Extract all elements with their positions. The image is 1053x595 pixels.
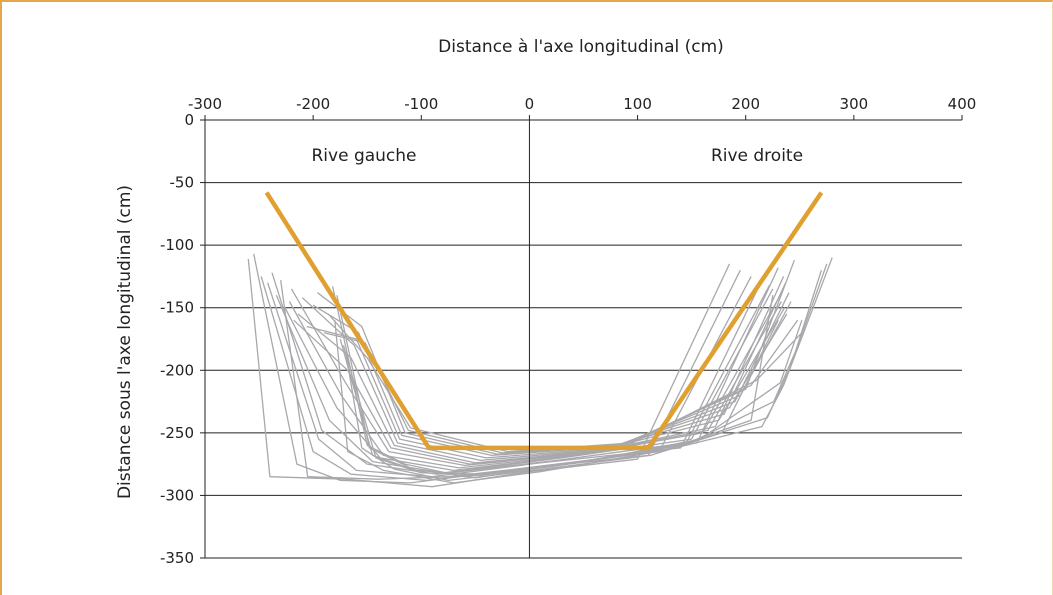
y-tick-label: -200 (160, 361, 194, 379)
measured-profile-line (301, 297, 788, 462)
measured-profile-line (306, 292, 790, 459)
x-tick-label: 200 (731, 95, 760, 113)
x-axis-title: Distance à l'axe longitudinal (cm) (438, 37, 724, 57)
y-tick-label: -250 (160, 424, 194, 442)
template-profile (264, 191, 824, 451)
y-tick-label: -150 (160, 299, 194, 317)
measured-profiles (247, 253, 833, 488)
x-tick-label: 100 (623, 95, 652, 113)
measured-profile-line (342, 319, 803, 475)
measured-profile-line (290, 276, 785, 467)
annotation-rive-gauche: Rive gauche (311, 146, 416, 166)
x-tick-label: 0 (525, 95, 535, 113)
measured-profile-line (247, 258, 731, 488)
y-tick-label: 0 (184, 111, 194, 129)
template-profile-line (264, 191, 824, 451)
y-tick-label: -50 (170, 174, 195, 192)
axes (200, 115, 963, 559)
annotation-rive-droite: Rive droite (711, 146, 803, 166)
measured-profile-line (323, 319, 799, 454)
measured-profile-line (344, 319, 779, 482)
x-tick-label: -100 (404, 95, 438, 113)
x-tick-label: 300 (840, 95, 869, 113)
y-axis-title: Distance sous l'axe longitudinal (cm) (115, 185, 135, 499)
y-tick-label: -100 (160, 236, 194, 254)
measured-profile-line (327, 313, 803, 453)
grid-layer (205, 182, 962, 559)
x-tick-labels: -300 -200 -100 0 100 200 300 400 (188, 95, 976, 113)
measured-profile-line (317, 259, 796, 455)
y-tick-label: -350 (160, 549, 194, 567)
y-tick-labels: 0 -50 -100 -150 -200 -250 -300 -350 (160, 111, 194, 567)
measured-profile-line (297, 282, 787, 464)
x-tick-label: -300 (188, 95, 222, 113)
measured-profile-line (288, 301, 782, 469)
measured-profile-line (334, 295, 774, 484)
measured-profile-line (284, 294, 781, 472)
y-tick-label: -300 (160, 486, 194, 504)
measured-profile-line (293, 307, 786, 465)
x-tick-label: 400 (948, 95, 977, 113)
x-tick-label: -200 (296, 95, 330, 113)
